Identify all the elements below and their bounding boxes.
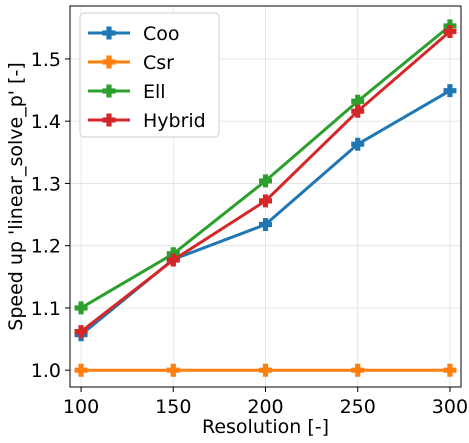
y-axis-label: Speed up 'linear_solve_p' [-]: [5, 62, 27, 330]
series-layer: [74, 19, 457, 377]
x-tick-label: 300: [432, 396, 468, 418]
legend-item-hybrid: Hybrid: [88, 110, 206, 132]
x-tick-label: 200: [247, 396, 283, 418]
legend-marker: [102, 26, 116, 40]
series-hybrid: [74, 25, 457, 339]
legend-label: Ell: [143, 81, 166, 103]
y-tick-label: 1.5: [31, 49, 61, 71]
data-point: [351, 137, 365, 151]
legend-box: [79, 12, 220, 138]
legend-item-coo: Coo: [88, 23, 180, 45]
y-axis: 1.0 1.1 1.2 1.3 1.4 1.5: [31, 49, 70, 382]
legend-marker: [102, 113, 116, 127]
legend-label: Hybrid: [143, 110, 206, 132]
legend-marker: [102, 84, 116, 98]
legend-item-csr: Csr: [88, 52, 174, 74]
data-point: [351, 104, 365, 118]
data-point: [259, 194, 272, 208]
data-point: [166, 253, 180, 267]
data-point: [259, 174, 272, 188]
x-tick-label: 150: [155, 396, 191, 418]
legend: Coo Csr Ell Hybrid: [79, 12, 220, 138]
y-tick-label: 1.3: [31, 173, 61, 195]
y-tick-label: 1.2: [31, 236, 61, 258]
data-point: [443, 25, 457, 39]
x-tick-label: 100: [63, 396, 99, 418]
x-axis: 100 150 200 250 300: [63, 387, 468, 418]
data-point: [351, 94, 365, 108]
series-csr: [74, 363, 457, 377]
data-point: [351, 363, 365, 377]
data-point: [166, 363, 180, 377]
data-point: [74, 325, 88, 339]
legend-item-ell: Ell: [88, 81, 166, 103]
x-axis-label: Resolution [-]: [202, 416, 329, 438]
data-point: [74, 363, 88, 377]
x-tick-label: 250: [340, 396, 376, 418]
legend-label: Coo: [143, 23, 180, 45]
y-tick-label: 1.0: [31, 360, 61, 382]
data-point: [74, 301, 88, 315]
legend-label: Csr: [143, 52, 174, 74]
y-tick-label: 1.4: [31, 111, 61, 133]
data-point: [443, 363, 457, 377]
legend-marker: [102, 55, 116, 69]
data-point: [259, 218, 272, 232]
data-point: [259, 363, 272, 377]
data-point: [443, 84, 457, 98]
y-tick-label: 1.1: [31, 298, 61, 320]
